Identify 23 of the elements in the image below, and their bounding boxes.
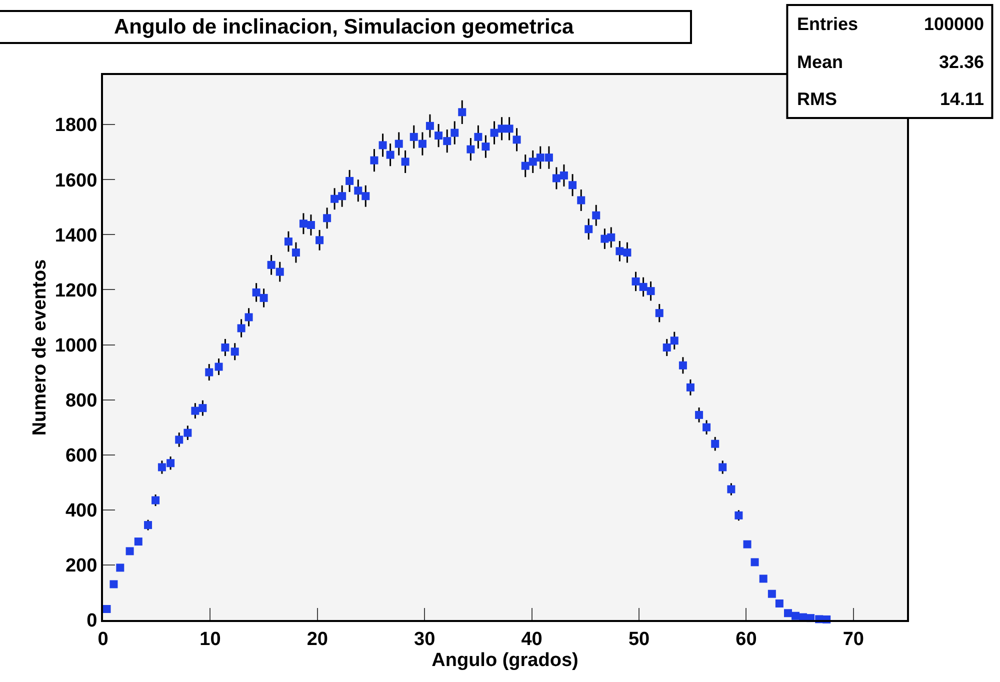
x-tick-label: 10: [200, 628, 221, 650]
chart-title: Angulo de inclinacion, Simulacion geometrica: [114, 16, 574, 38]
y-tick-label: 800: [65, 390, 98, 412]
y-tick-label: 1000: [54, 335, 98, 356]
y-axis-title: Numero de eventos: [29, 259, 50, 436]
text: RMS 14.11: [797, 89, 984, 109]
x-tick-label: 40: [521, 628, 542, 650]
y-tick-label: 1600: [54, 170, 98, 192]
x-axis-title: Angulo (grados): [432, 650, 578, 671]
x-tick-label: 50: [628, 628, 650, 650]
x-tick-label: 30: [414, 628, 436, 650]
y-tick-label: 1200: [54, 280, 98, 302]
text: Mean 32.36: [797, 52, 984, 72]
x-tick-label: 60: [736, 628, 757, 650]
x-tick-label: 20: [306, 628, 328, 650]
y-tick-label: 600: [65, 446, 98, 466]
x-tick-label: 70: [842, 628, 864, 650]
y-tick-label: 1400: [54, 225, 98, 246]
text: Entries 100000: [797, 14, 984, 34]
y-tick-label: 400: [65, 500, 98, 522]
y-tick-label: 200: [65, 556, 98, 577]
y-tick-label: 1800: [54, 115, 98, 136]
y-tick-label: 0: [86, 610, 98, 632]
